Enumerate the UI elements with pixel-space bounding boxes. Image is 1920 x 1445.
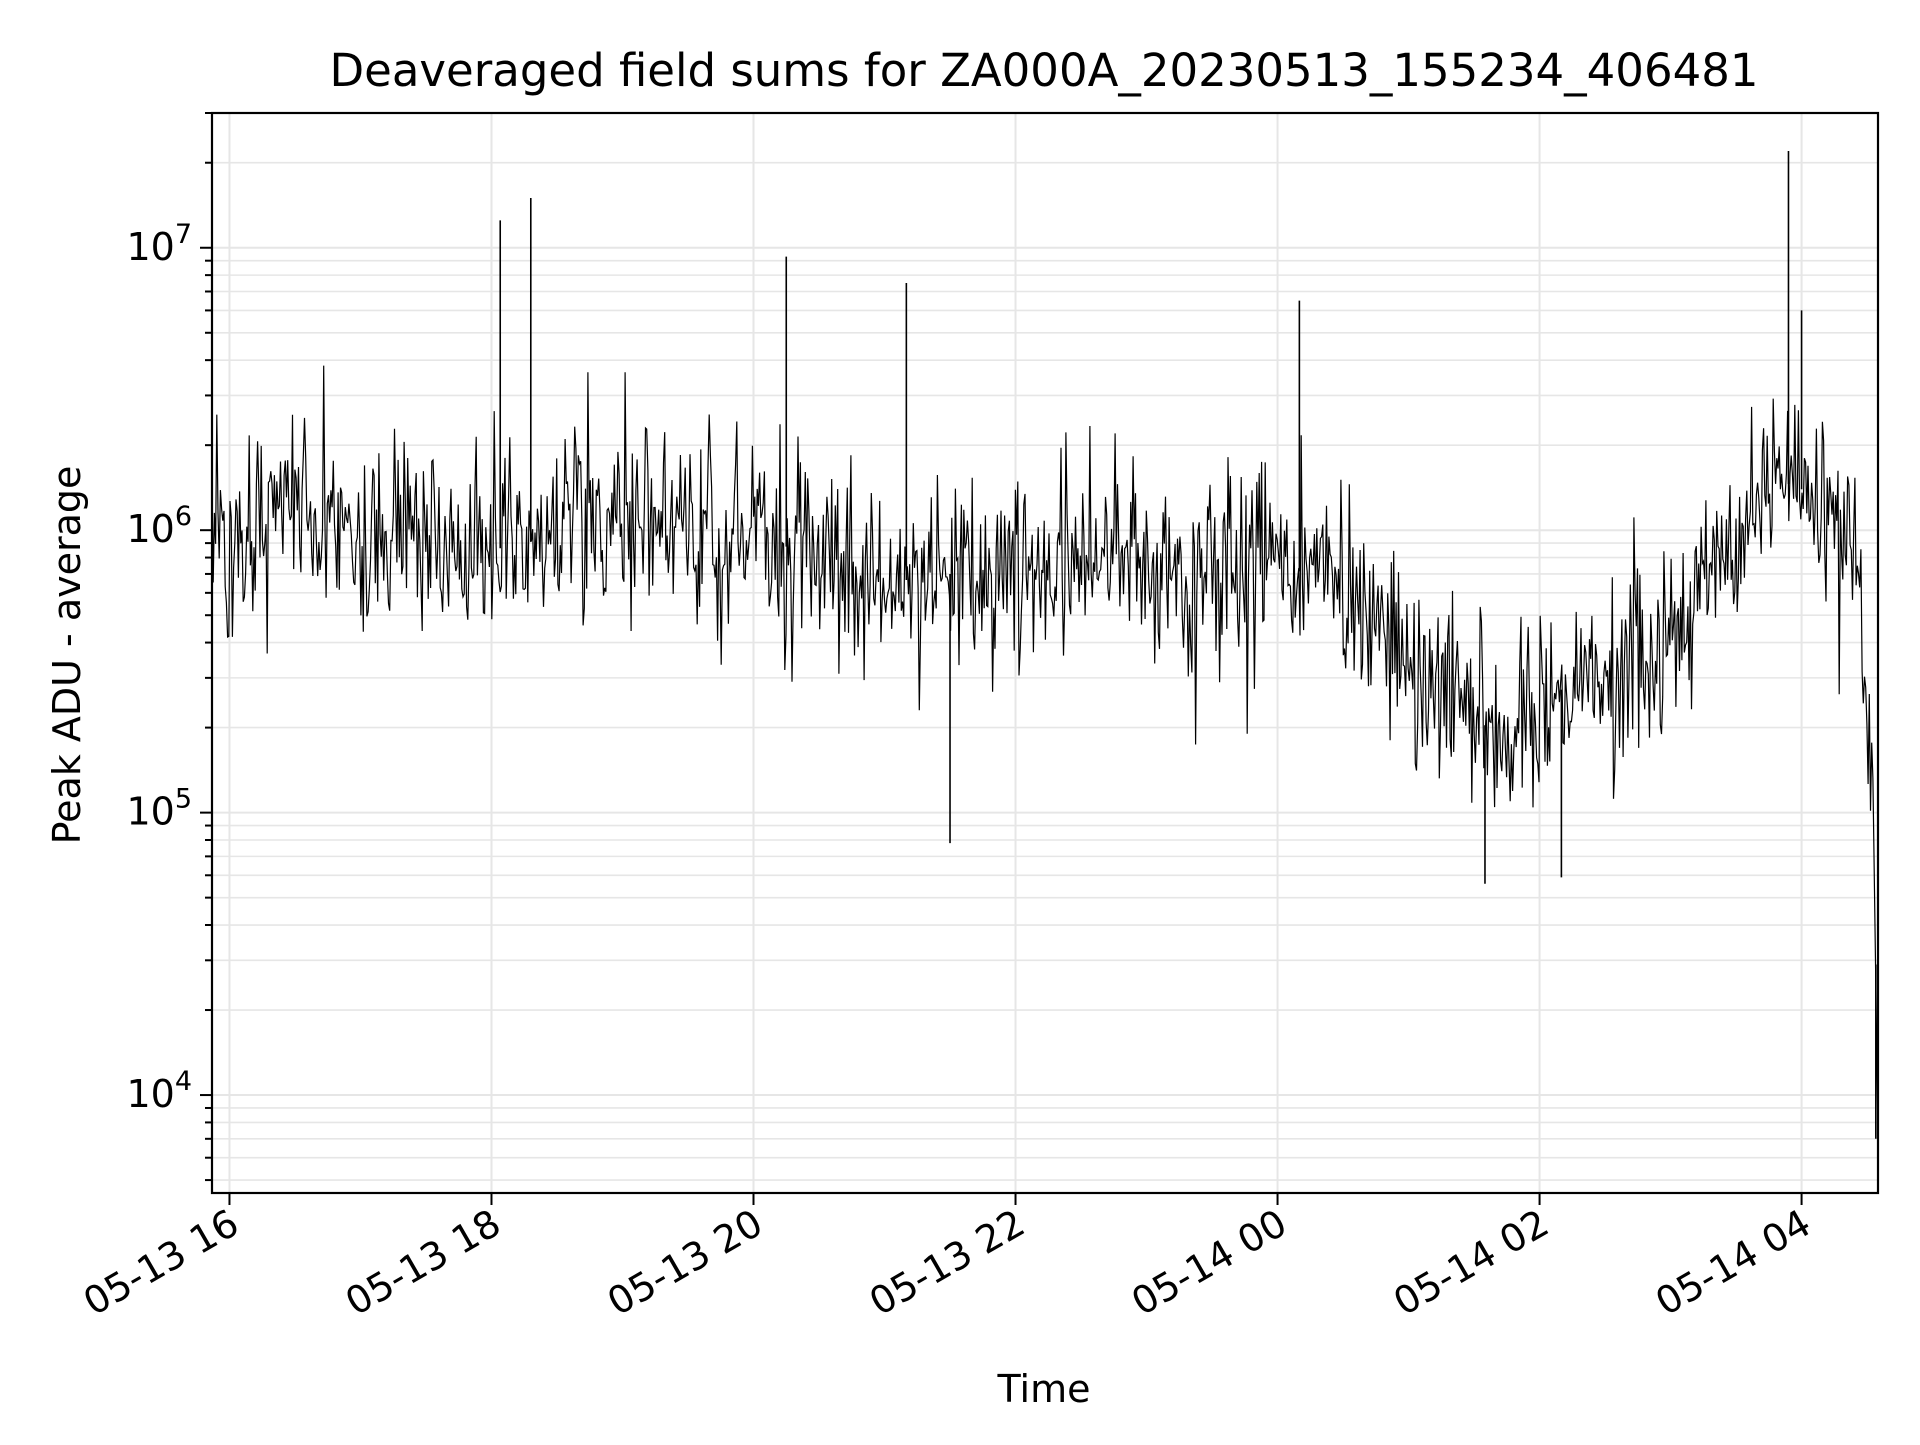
y-tick-exponent: 5 [175, 784, 192, 815]
y-tick-label: 107 [126, 219, 192, 269]
y-tick-exponent: 4 [175, 1066, 192, 1097]
y-tick-exponent: 7 [175, 219, 192, 250]
y-tick-exponent: 6 [175, 501, 192, 532]
plot-frame [210, 111, 1880, 1195]
y-tick-base: 10 [126, 225, 174, 269]
chart-title: Deaveraged field sums for ZA000A_2023051… [330, 44, 1759, 97]
y-tick-base: 10 [126, 507, 174, 551]
y-tick-label: 106 [126, 501, 192, 551]
y-axis-label: Peak ADU - average [45, 466, 89, 845]
y-tick-base: 10 [126, 1072, 174, 1116]
plot-area [211, 151, 1879, 1139]
y-tick-label: 105 [126, 784, 192, 834]
series-line [211, 365, 1879, 1139]
x-axis-label: Time [997, 1367, 1091, 1411]
y-tick-label: 104 [126, 1066, 192, 1116]
y-tick-base: 10 [126, 790, 174, 834]
